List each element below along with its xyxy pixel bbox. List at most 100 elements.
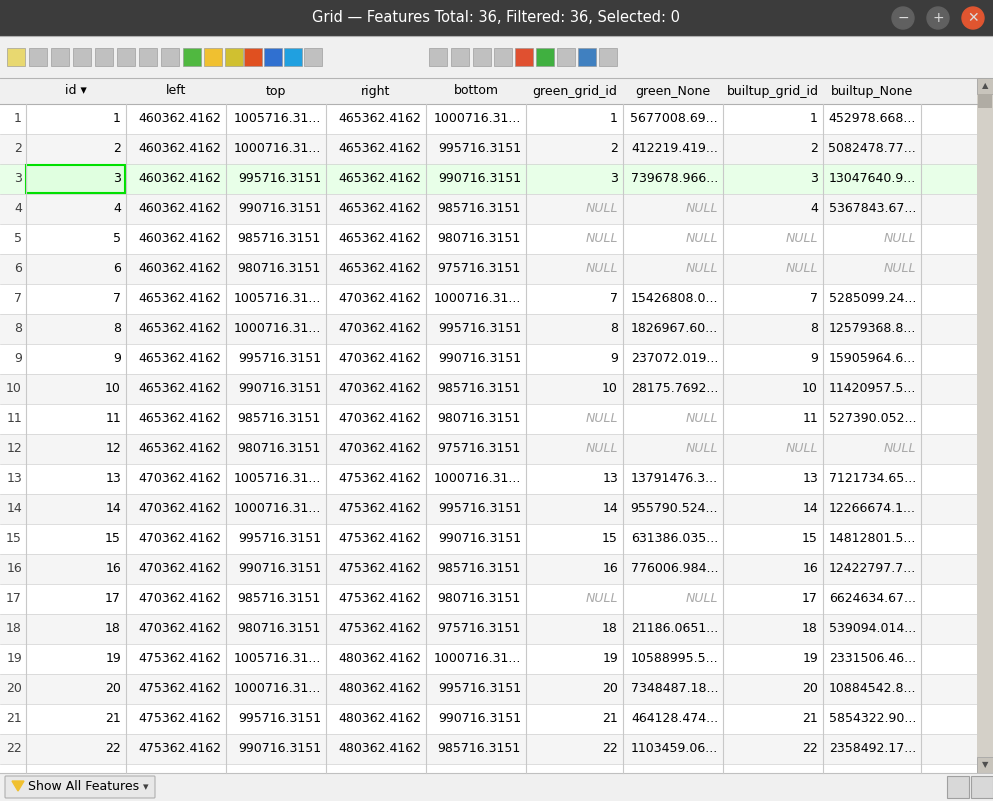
Bar (264, 48, 282, 66)
Text: top: top (266, 84, 286, 98)
Text: NULL: NULL (884, 232, 916, 245)
Text: 470362.4162: 470362.4162 (338, 413, 421, 425)
Text: 8: 8 (810, 323, 818, 336)
Text: 19: 19 (105, 653, 121, 666)
Text: 3: 3 (113, 172, 121, 186)
Text: 20: 20 (6, 682, 22, 695)
Text: 10: 10 (105, 383, 121, 396)
Text: 3: 3 (810, 172, 818, 186)
Bar (0, 524, 977, 554)
FancyBboxPatch shape (5, 776, 155, 798)
Bar (977, 757, 993, 773)
Text: 470362.4162: 470362.4162 (138, 562, 221, 575)
Polygon shape (12, 781, 24, 791)
Text: NULL: NULL (685, 442, 718, 456)
Text: NULL: NULL (586, 442, 618, 456)
Text: 995716.3151: 995716.3151 (438, 143, 521, 155)
Bar (0, 194, 977, 224)
Bar (95, 48, 113, 66)
Text: 475362.4162: 475362.4162 (138, 653, 221, 666)
Text: 1: 1 (610, 112, 618, 126)
Text: 470362.4162: 470362.4162 (338, 383, 421, 396)
Text: 465362.4162: 465362.4162 (339, 203, 421, 215)
Text: 2: 2 (810, 143, 818, 155)
Bar (304, 48, 322, 66)
Text: 21: 21 (802, 713, 818, 726)
Text: 475362.4162: 475362.4162 (338, 562, 421, 575)
Text: 1000716.31...: 1000716.31... (233, 502, 321, 516)
Text: 22: 22 (802, 743, 818, 755)
Text: 470362.4162: 470362.4162 (138, 622, 221, 635)
Text: 1000716.31...: 1000716.31... (233, 323, 321, 336)
Text: 11: 11 (105, 413, 121, 425)
Text: 464128.474...: 464128.474... (631, 713, 718, 726)
Text: 17: 17 (802, 593, 818, 606)
Bar (599, 48, 617, 66)
Bar (26, 165, 125, 193)
Text: 11420957.5...: 11420957.5... (828, 383, 916, 396)
Text: 18: 18 (105, 622, 121, 635)
Text: 460362.4162: 460362.4162 (138, 172, 221, 186)
Text: 1000716.31...: 1000716.31... (434, 653, 521, 666)
Text: 465362.4162: 465362.4162 (339, 232, 421, 245)
Text: 17: 17 (6, 593, 22, 606)
Text: 460362.4162: 460362.4162 (138, 112, 221, 126)
Bar (284, 48, 302, 66)
Text: 9: 9 (810, 352, 818, 365)
Text: NULL: NULL (586, 203, 618, 215)
Bar (7, 48, 25, 66)
Text: 11: 11 (6, 413, 22, 425)
Text: 1: 1 (113, 112, 121, 126)
Text: 975716.3151: 975716.3151 (438, 442, 521, 456)
Text: NULL: NULL (685, 203, 718, 215)
Text: 13791476.3...: 13791476.3... (631, 473, 718, 485)
Text: 9: 9 (113, 352, 121, 365)
Text: 985716.3151: 985716.3151 (237, 593, 321, 606)
Bar (0, 554, 977, 584)
Text: 13047640.9...: 13047640.9... (829, 172, 916, 186)
Text: 9: 9 (610, 352, 618, 365)
Bar (161, 48, 179, 66)
Text: 980716.3151: 980716.3151 (438, 413, 521, 425)
Text: 22: 22 (6, 743, 22, 755)
Text: 4: 4 (14, 203, 22, 215)
Text: 1000716.31...: 1000716.31... (434, 112, 521, 126)
Bar (0, 104, 977, 134)
Bar (0, 344, 977, 374)
Text: 452978.668...: 452978.668... (828, 112, 916, 126)
Text: 18: 18 (802, 622, 818, 635)
Text: 475362.4162: 475362.4162 (338, 533, 421, 545)
Text: 21186.0651...: 21186.0651... (631, 622, 718, 635)
Text: 21: 21 (602, 713, 618, 726)
Text: 1000716.31...: 1000716.31... (233, 682, 321, 695)
Text: +: + (932, 11, 943, 25)
Text: 480362.4162: 480362.4162 (338, 682, 421, 695)
Text: ▼: ▼ (982, 760, 988, 770)
Text: 985716.3151: 985716.3151 (237, 413, 321, 425)
Bar (0, 36, 993, 78)
Text: 22: 22 (105, 743, 121, 755)
Text: −: − (898, 11, 909, 25)
Text: 15905964.6...: 15905964.6... (829, 352, 916, 365)
Bar (0, 464, 977, 494)
Text: 460362.4162: 460362.4162 (138, 263, 221, 276)
Circle shape (962, 7, 984, 29)
Text: 465362.4162: 465362.4162 (339, 263, 421, 276)
Text: NULL: NULL (586, 413, 618, 425)
Text: 5367843.67...: 5367843.67... (828, 203, 916, 215)
Text: 995716.3151: 995716.3151 (238, 172, 321, 186)
Text: 465362.4162: 465362.4162 (339, 172, 421, 186)
Text: 460362.4162: 460362.4162 (138, 143, 221, 155)
Bar (429, 48, 447, 66)
Bar (0, 773, 993, 801)
Text: 19: 19 (602, 653, 618, 666)
Bar (0, 314, 977, 344)
Bar (117, 48, 135, 66)
Text: 14: 14 (602, 502, 618, 516)
Text: 1103459.06...: 1103459.06... (631, 743, 718, 755)
Text: 4: 4 (810, 203, 818, 215)
Text: 19: 19 (802, 653, 818, 666)
Text: 18: 18 (6, 622, 22, 635)
Bar (244, 48, 262, 66)
Text: 1: 1 (810, 112, 818, 126)
